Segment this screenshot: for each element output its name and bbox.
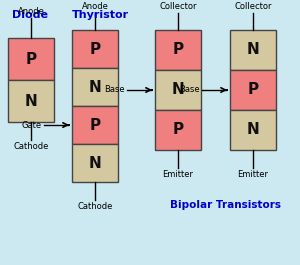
Text: Collector: Collector bbox=[159, 2, 197, 11]
Bar bbox=[230, 30, 276, 70]
Bar bbox=[72, 30, 118, 68]
Text: P: P bbox=[248, 82, 259, 98]
Text: P: P bbox=[172, 42, 184, 58]
Text: Emitter: Emitter bbox=[238, 170, 268, 179]
Text: Anode: Anode bbox=[18, 7, 44, 16]
Bar bbox=[8, 38, 54, 80]
Text: P: P bbox=[89, 42, 100, 56]
Bar bbox=[230, 70, 276, 110]
Text: Anode: Anode bbox=[82, 2, 108, 11]
Text: Collector: Collector bbox=[234, 2, 272, 11]
Text: Diode: Diode bbox=[12, 10, 48, 20]
Bar bbox=[155, 30, 201, 70]
Text: N: N bbox=[88, 156, 101, 170]
Text: N: N bbox=[88, 80, 101, 95]
Text: Emitter: Emitter bbox=[163, 170, 194, 179]
Bar bbox=[155, 110, 201, 150]
Text: P: P bbox=[89, 117, 100, 132]
Bar bbox=[72, 68, 118, 106]
Text: Thyristor: Thyristor bbox=[71, 10, 129, 20]
Text: Cathode: Cathode bbox=[13, 142, 49, 151]
Text: Gate: Gate bbox=[22, 121, 42, 130]
Text: Base: Base bbox=[179, 86, 200, 95]
Bar bbox=[230, 110, 276, 150]
Bar bbox=[155, 70, 201, 110]
Text: N: N bbox=[247, 42, 260, 58]
Bar bbox=[8, 80, 54, 122]
Text: P: P bbox=[172, 122, 184, 138]
Text: Base: Base bbox=[104, 86, 125, 95]
Text: N: N bbox=[172, 82, 184, 98]
Text: N: N bbox=[25, 94, 38, 108]
Text: P: P bbox=[26, 51, 37, 67]
Bar bbox=[72, 106, 118, 144]
Text: Cathode: Cathode bbox=[77, 202, 113, 211]
Text: N: N bbox=[247, 122, 260, 138]
Bar bbox=[72, 144, 118, 182]
Text: Bipolar Transistors: Bipolar Transistors bbox=[169, 200, 280, 210]
